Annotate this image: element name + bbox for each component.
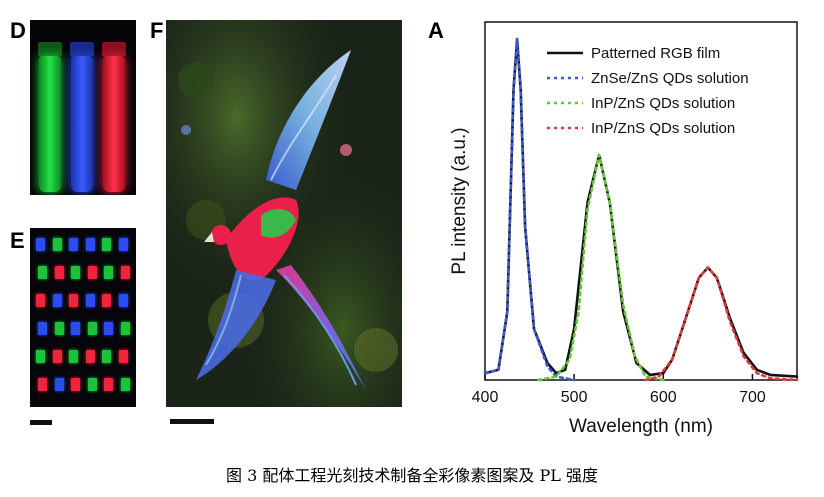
panel-e-pixel-pattern [30, 228, 136, 407]
pixel [38, 378, 47, 391]
pixel [54, 266, 64, 279]
panel-label-a: A [428, 18, 444, 43]
pixel [69, 238, 78, 251]
panel-label-d: D [10, 18, 26, 43]
pixel [118, 294, 128, 307]
series-line-3 [644, 266, 799, 382]
pixel [71, 266, 80, 279]
series-line-2 [537, 153, 665, 382]
pixel [38, 322, 47, 335]
green-vial-cap [38, 42, 62, 56]
pixel [104, 322, 113, 335]
plot-frame [484, 21, 798, 381]
pixel [102, 350, 111, 363]
pixel [71, 378, 80, 391]
legend-label: ZnSe/ZnS QDs solution [591, 70, 749, 87]
pixel [69, 350, 78, 363]
legend-label: InP/ZnS QDs solution [591, 120, 735, 137]
parrot-illustration [166, 20, 402, 407]
scale-bar-e [30, 420, 52, 425]
pixel [54, 322, 64, 335]
pixel [118, 238, 128, 251]
pixel [87, 378, 97, 391]
pixel [85, 350, 95, 363]
red-vial [103, 56, 125, 192]
panel-d-vial-photo [30, 20, 136, 195]
legend-label: Patterned RGB film [591, 45, 720, 62]
pixel [102, 238, 111, 251]
pixel [85, 294, 95, 307]
pixel [120, 378, 130, 391]
blue-vial-cap [70, 42, 94, 56]
pixel [54, 378, 64, 391]
panel-label-f: F [150, 18, 164, 43]
pixel [71, 322, 80, 335]
blue-vial [71, 56, 93, 192]
pixel [118, 350, 128, 363]
panel-f-parrot-image [166, 20, 402, 407]
pixel [87, 322, 97, 335]
pixel [69, 294, 78, 307]
pixel [87, 266, 97, 279]
pixel [52, 350, 62, 363]
pixel [102, 294, 111, 307]
figure-caption: 图 3 配体工程光刻技术制备全彩像素图案及 PL 强度 [226, 466, 598, 485]
pixel [120, 266, 130, 279]
legend-label: InP/ZnS QDs solution [591, 95, 735, 112]
pixel [104, 378, 113, 391]
panel-label-e: E [10, 228, 25, 253]
pixel [36, 350, 45, 363]
y-axis-label: PL intensity (a.u.) [449, 127, 470, 274]
pl-spectrum-chart: 400 500 600 700 Wavelength (nm) PL intensity … [430, 10, 820, 450]
pixel [52, 294, 62, 307]
pixel [104, 266, 113, 279]
series-line-0 [483, 37, 799, 378]
x-axis-label: Wavelength (nm) [569, 416, 713, 437]
pixel [38, 266, 47, 279]
pl-spectrum-svg: 400 500 600 700 Wavelength (nm) PL intensity … [449, 21, 799, 437]
pixel [85, 238, 95, 251]
x-tick-label: 400 [472, 389, 499, 406]
red-vial-cap [102, 42, 126, 56]
x-tick-label: 700 [739, 389, 766, 406]
pixel [36, 294, 45, 307]
scale-bar-f [170, 419, 214, 424]
x-tick-label: 600 [650, 389, 677, 406]
series-line-1 [483, 37, 576, 382]
pixel [120, 322, 130, 335]
x-tick-label: 500 [561, 389, 588, 406]
pixel [36, 238, 45, 251]
green-vial [39, 56, 61, 192]
pixel [52, 238, 62, 251]
